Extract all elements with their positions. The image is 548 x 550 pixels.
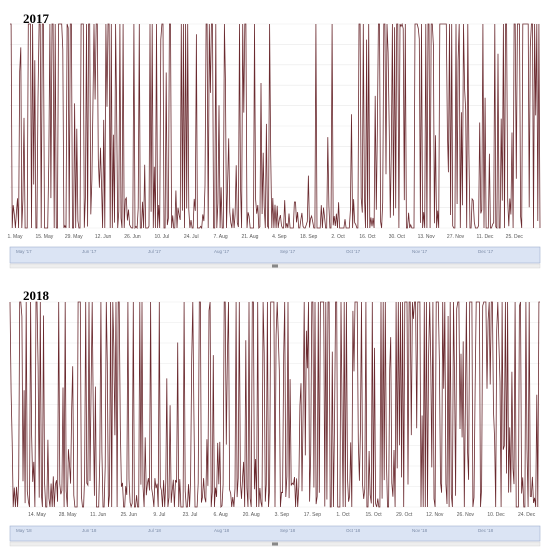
scrollbar-handle [272,542,278,546]
x-tick-label: 6. Aug [214,512,228,518]
chart-panel-2018: 2018 14. May 28. May 11. Jun 25. Jun 9. Jul 2… [0,278,548,550]
navigator-label: Sep '17 [280,249,296,254]
x-tick-label: 1. May [7,234,23,240]
navigator-label: Aug '18 [214,528,230,533]
x-tick-label: 7. Aug [213,234,227,240]
navigator-label: May '18 [16,528,32,533]
chart-title: 2017 [23,11,49,26]
x-tick-label: 20. Aug [243,512,260,518]
x-tick-label: 28. May [59,512,77,518]
navigator-label: Jun '18 [82,528,97,533]
x-tick-label: 15. Oct [366,512,383,518]
x-tick-label: 14. May [28,512,46,518]
x-tick-label: 26. Jun [124,234,141,240]
x-tick-label: 11. Jun [90,512,106,518]
navigator-label: Nov '18 [412,528,428,533]
x-tick-label: 15. May [35,234,53,240]
x-tick-label: 29. May [65,234,83,240]
chart-title: 2018 [23,288,49,303]
chart-svg-2018: 14. May 28. May 11. Jun 25. Jun 9. Jul 23. Ju… [9,301,541,547]
navigator-label: Dec '17 [478,249,494,254]
series-line [9,301,540,509]
chart-panel-2017: 2017 1. May 15. May 29. May 12. Jun 26. Jun 1… [0,0,548,270]
x-tick-label: 25. Dec [506,234,524,240]
x-tick-label: 9. Jul [153,512,165,518]
navigator-range [9,246,541,264]
x-tick-label: 24. Dec [518,512,536,518]
x-tick-label: 23. Jul [183,512,198,518]
x-tick-label: 12. Nov [426,512,444,518]
navigator-label: Sep '18 [280,528,296,533]
x-tick-label: 27. Nov [447,234,465,240]
x-tick-label: 26. Nov [457,512,475,518]
x-tick-label: 29. Oct [396,512,413,518]
navigator-label: May '17 [16,249,32,254]
navigator-label: Dec '18 [478,528,494,533]
x-tick-label: 13. Nov [418,234,436,240]
x-tick-label: 24. Jul [184,234,199,240]
x-tick-label: 10. Jul [154,234,169,240]
x-tick-label: 21. Aug [241,234,258,240]
x-tick-label: 18. Sep [300,234,317,240]
navigator-label: Oct '17 [346,249,361,254]
x-tick-label: 16. Oct [359,234,376,240]
x-tick-label: 10. Dec [487,512,505,518]
chart-svg-2017: 1. May 15. May 29. May 12. Jun 26. Jun 10. Ju… [7,22,541,269]
scrollbar-handle [272,264,278,268]
x-tick-label: 12. Jun [95,234,112,240]
navigator-label: Jul '18 [148,528,161,533]
x-tick-label: 4. Sep [272,234,287,240]
navigator-label: Aug '17 [214,249,230,254]
series-line [10,22,541,230]
navigator-label: Jul '17 [148,249,161,254]
x-tick-label: 25. Jun [121,512,138,518]
x-tick-label: 17. Sep [304,512,321,518]
x-tick-label: 2. Oct [331,234,345,240]
navigator-label: Nov '17 [412,249,428,254]
x-tick-label: 11. Dec [476,234,493,240]
navigator-range [9,525,541,542]
navigator-label: Oct '18 [346,528,361,533]
x-tick-label: 3. Sep [275,512,290,518]
x-tick-label: 1. Oct [336,512,350,518]
navigator-label: Jun '17 [82,249,97,254]
x-tick-label: 30. Oct [389,234,406,240]
